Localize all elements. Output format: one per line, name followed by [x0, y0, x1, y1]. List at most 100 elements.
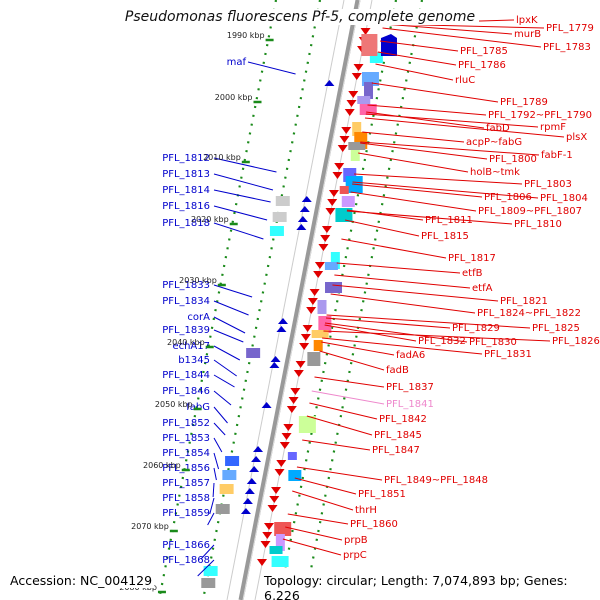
left-gene-label[interactable]: PFL_1816	[162, 201, 210, 212]
gene-box[interactable]	[359, 104, 377, 115]
right-gene-label[interactable]: PFL_1829	[452, 323, 500, 334]
right-gene-label[interactable]: thrH	[355, 505, 377, 516]
gene-box[interactable]	[341, 196, 355, 207]
right-gene-label[interactable]: etfA	[472, 283, 493, 294]
gene-box[interactable]	[274, 522, 292, 536]
right-gene-label[interactable]: PFL_1817	[448, 253, 496, 264]
forward-gene-arrow[interactable]	[283, 424, 294, 431]
right-gene-label[interactable]: PFL_1786	[458, 60, 506, 71]
forward-gene-arrow[interactable]	[348, 91, 359, 98]
gene-box[interactable]	[298, 416, 316, 433]
right-gene-label[interactable]: PFL_1831	[484, 349, 532, 360]
forward-gene-arrow[interactable]	[325, 208, 336, 215]
gene-box[interactable]	[352, 122, 362, 136]
gene-box[interactable]	[287, 452, 297, 460]
forward-gene-arrow[interactable]	[334, 163, 345, 170]
left-gene-label[interactable]: PFL_1814	[162, 185, 210, 196]
right-gene-label[interactable]: PFL_1806	[484, 192, 532, 203]
forward-gene-arrow[interactable]	[300, 334, 311, 341]
right-gene-label[interactable]: fadA6	[396, 350, 425, 361]
gene-box[interactable]	[317, 300, 327, 314]
forward-gene-arrow[interactable]	[288, 397, 299, 404]
gene-box[interactable]	[269, 546, 283, 554]
gene-box[interactable]	[369, 52, 383, 63]
right-gene-label[interactable]: acpP~fabG	[466, 137, 522, 148]
right-gene-label[interactable]: PFL_1825	[532, 323, 580, 334]
gene-box[interactable]	[361, 34, 378, 56]
reverse-gene-arrow[interactable]	[297, 216, 308, 222]
right-gene-label[interactable]: PFL_1785	[460, 46, 508, 57]
right-gene-label[interactable]: PFL_1783	[543, 42, 591, 53]
left-gene-label[interactable]: PFL_1858	[162, 493, 210, 504]
left-gene-label[interactable]: PFL_1853	[162, 433, 210, 444]
gene-box[interactable]	[203, 566, 218, 576]
left-gene-label[interactable]: PFL_1852	[162, 418, 210, 429]
left-gene-label[interactable]: PFL_1813	[162, 169, 210, 180]
right-gene-label[interactable]: PFL_1811	[425, 215, 473, 226]
reverse-gene-arrow[interactable]	[249, 466, 260, 472]
forward-gene-arrow[interactable]	[337, 145, 348, 152]
forward-gene-arrow[interactable]	[260, 541, 271, 548]
right-gene-label[interactable]: fadB	[386, 365, 409, 376]
reverse-gene-arrow[interactable]	[261, 402, 272, 408]
right-gene-label[interactable]: PFL_1804	[540, 193, 588, 204]
reverse-gene-arrow[interactable]	[242, 498, 253, 504]
right-gene-label[interactable]: prpC	[343, 550, 367, 561]
right-gene-label[interactable]: fabD	[486, 123, 510, 134]
forward-gene-arrow[interactable]	[290, 388, 301, 395]
forward-gene-arrow[interactable]	[274, 469, 285, 476]
right-gene-label[interactable]: PFL_1826	[552, 336, 600, 347]
forward-gene-arrow[interactable]	[353, 64, 364, 71]
forward-gene-arrow[interactable]	[269, 496, 280, 503]
reverse-gene-arrow[interactable]	[269, 362, 280, 368]
right-gene-label[interactable]: PFL_1810	[514, 219, 562, 230]
forward-gene-arrow[interactable]	[309, 289, 320, 296]
forward-gene-arrow[interactable]	[276, 460, 287, 467]
left-gene-label[interactable]: maf	[227, 57, 247, 68]
forward-gene-arrow[interactable]	[321, 226, 332, 233]
right-gene-label[interactable]: murB	[514, 29, 541, 40]
right-gene-label[interactable]: PFL_1849~PFL_1848	[384, 475, 488, 486]
gene-box[interactable]	[348, 142, 366, 150]
right-gene-label[interactable]: PFL_1779	[546, 23, 594, 34]
right-gene-label[interactable]: PFL_1842	[379, 414, 427, 425]
reverse-gene-arrow[interactable]	[277, 318, 288, 324]
forward-gene-arrow[interactable]	[360, 28, 371, 35]
gene-box[interactable]	[271, 556, 289, 567]
forward-gene-arrow[interactable]	[306, 307, 317, 314]
forward-gene-arrow[interactable]	[286, 406, 297, 413]
forward-gene-arrow[interactable]	[346, 100, 357, 107]
left-gene-label[interactable]: PFL_1839	[162, 325, 210, 336]
forward-gene-arrow[interactable]	[341, 127, 352, 134]
gene-box[interactable]	[275, 534, 285, 551]
gene-box[interactable]	[364, 82, 374, 99]
right-gene-label[interactable]: PFL_1815	[421, 231, 469, 242]
forward-gene-arrow[interactable]	[299, 343, 310, 350]
right-gene-label[interactable]: rpmF	[540, 122, 566, 133]
gene-box[interactable]	[313, 340, 323, 351]
forward-gene-arrow[interactable]	[351, 73, 362, 80]
gene-box[interactable]	[275, 196, 290, 206]
reverse-gene-arrow[interactable]	[246, 478, 257, 484]
left-gene-label[interactable]: fabG	[186, 402, 210, 413]
forward-gene-arrow[interactable]	[293, 370, 304, 377]
reverse-gene-arrow[interactable]	[299, 206, 310, 212]
left-gene-label[interactable]: PFL_1857	[162, 478, 210, 489]
reverse-gene-arrow[interactable]	[380, 34, 397, 56]
right-gene-label[interactable]: plsX	[566, 132, 587, 143]
left-gene-label[interactable]: PFL_1818	[162, 218, 210, 229]
forward-gene-arrow[interactable]	[327, 199, 338, 206]
left-gene-label[interactable]: PFL_1868	[162, 555, 210, 566]
forward-gene-arrow[interactable]	[271, 487, 282, 494]
gene-box[interactable]	[330, 252, 340, 269]
right-gene-label[interactable]: PFL_1792~PFL_1790	[488, 110, 592, 121]
left-gene-label[interactable]: PFL_1866	[162, 540, 210, 551]
left-gene-label[interactable]: PFL_1859	[162, 508, 210, 519]
right-gene-label[interactable]: rluC	[455, 75, 475, 86]
forward-gene-arrow[interactable]	[295, 361, 306, 368]
left-gene-label[interactable]: PFL_1856	[162, 463, 210, 474]
right-gene-label[interactable]: PFL_1809~PFL_1807	[478, 206, 582, 217]
left-gene-label[interactable]: corA	[187, 312, 210, 323]
gene-box[interactable]	[215, 504, 230, 514]
right-gene-label[interactable]: PFL_1847	[372, 445, 420, 456]
